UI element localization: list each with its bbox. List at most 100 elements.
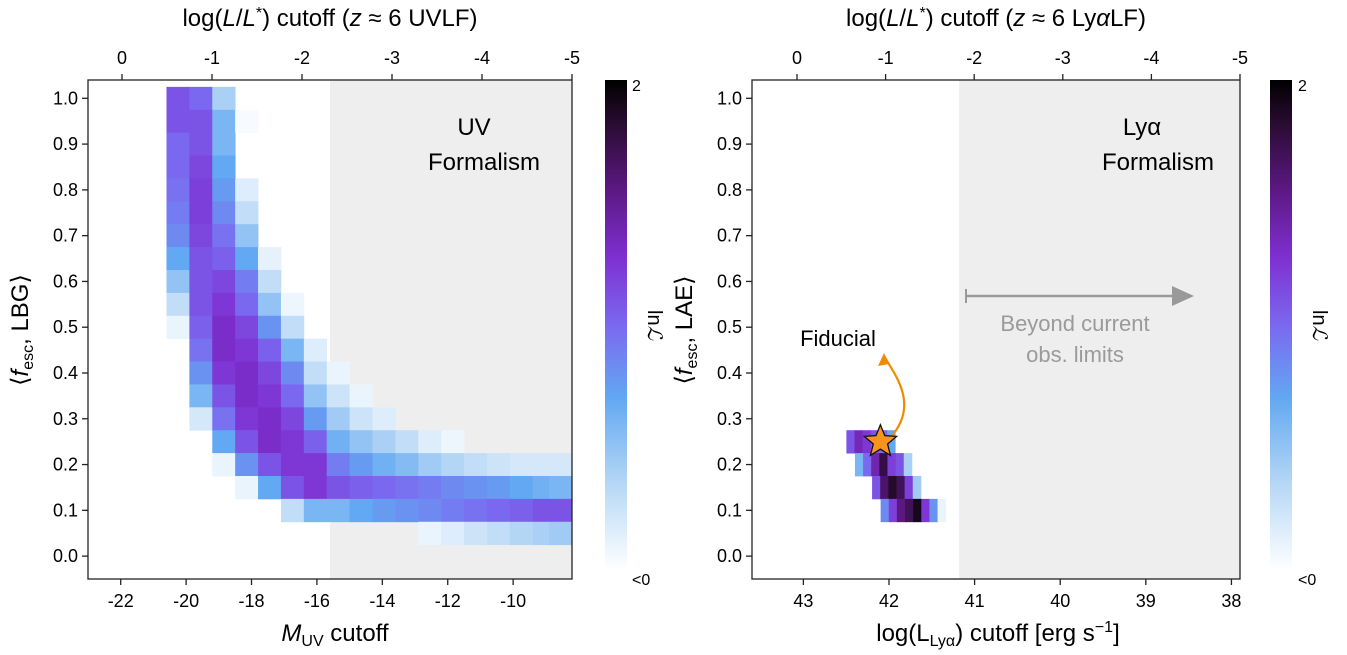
heatmap-cell	[509, 475, 534, 500]
heatmap-cell	[303, 338, 328, 362]
heatmap-cell	[258, 361, 282, 385]
heatmap-cell	[280, 407, 305, 431]
heatmap-cell	[189, 247, 213, 271]
heatmap-cell	[349, 384, 373, 408]
heatmap-cell	[212, 247, 236, 271]
right-top-tick-label: 0	[792, 48, 802, 68]
heatmap-cell	[303, 361, 328, 385]
heatmap-cell	[280, 498, 305, 523]
heatmap-cell	[871, 453, 880, 477]
right-annotation-line2: Formalism	[1102, 149, 1214, 176]
heatmap-cell	[212, 453, 236, 477]
right-x-tick-label: 42	[879, 591, 899, 611]
heatmap-cell	[189, 361, 213, 385]
left-top-tick-label: -4	[474, 48, 490, 68]
left-y-tick-label: 1.0	[53, 88, 78, 108]
heatmap-cell	[280, 475, 305, 500]
heatmap-cell	[235, 269, 259, 294]
heatmap-cell	[441, 475, 465, 500]
heatmap-cell	[235, 292, 259, 317]
left-annotation-line2: Formalism	[428, 149, 540, 176]
heatmap-cell	[258, 475, 282, 500]
heatmap-cell	[166, 292, 190, 317]
heatmap-cell	[549, 475, 573, 500]
heatmap-cell	[880, 498, 890, 523]
right-x-tick-label: 39	[1136, 591, 1156, 611]
heatmap-cell	[189, 315, 213, 340]
right-y-tick-label: 0.2	[717, 455, 742, 475]
heatmap-cell	[486, 453, 511, 477]
heatmap-cell	[235, 384, 259, 408]
heatmap-cell	[212, 292, 236, 317]
heatmap-cell	[441, 453, 465, 477]
heatmap-cell	[212, 201, 236, 225]
heatmap-cell	[166, 201, 190, 225]
left-x-axis-label: MUV cutoff	[281, 620, 389, 650]
heatmap-cell	[189, 178, 213, 202]
heatmap-cell	[235, 247, 259, 271]
heatmap-cell	[395, 453, 419, 477]
right-plot-frame	[751, 79, 1241, 580]
right-annotation-line1: Lyα	[1123, 114, 1161, 141]
heatmap-cell	[895, 453, 905, 477]
heatmap-cell	[280, 315, 305, 340]
right-y-tick-label: 0.7	[717, 226, 742, 246]
heatmap-cell	[212, 109, 236, 134]
heatmap-cell	[904, 475, 914, 500]
heatmap-cell	[326, 361, 351, 385]
heatmap-cell	[166, 247, 190, 271]
heatmap-cell	[212, 407, 236, 431]
right-y-tick-label: 0.9	[717, 134, 742, 154]
right-y-tick-label: 0.3	[717, 409, 742, 429]
heatmap-cell	[888, 475, 897, 500]
heatmap-cell	[418, 430, 442, 454]
heatmap-cell	[913, 498, 922, 523]
heatmap-cell	[280, 292, 305, 317]
heatmap-cell	[418, 475, 442, 500]
fiducial-label: Fiducial	[800, 326, 876, 351]
left-x-tick-label: -16	[304, 591, 330, 611]
heatmap-cell	[280, 430, 305, 454]
left-y-tick-label: 0.4	[53, 363, 78, 383]
right-colorbar-label: lnℒ	[1308, 310, 1332, 341]
heatmap-cell	[212, 361, 236, 385]
heatmap-cell	[887, 453, 897, 477]
left-annotation-line1: UV	[457, 114, 490, 141]
right-colorbar	[1270, 80, 1292, 570]
heatmap-cell	[326, 384, 351, 408]
heatmap-cell	[464, 475, 488, 500]
right-top-tick-label: -3	[1055, 48, 1071, 68]
heatmap-cell	[258, 384, 282, 408]
heatmap-cell	[937, 498, 947, 523]
heatmap-cell	[189, 292, 213, 317]
heatmap-cell	[326, 475, 351, 500]
right-y-tick-label: 1.0	[717, 88, 742, 108]
left-top-axis-label: log(L/L*) cutoff (z ≈ 6 UVLF)	[182, 5, 477, 33]
right-x-tick-label: 40	[1050, 591, 1070, 611]
right-y-tick-label: 0.6	[717, 271, 742, 291]
heatmap-cell	[280, 361, 305, 385]
heatmap-cell	[418, 498, 442, 523]
left-y-tick-label: 0.3	[53, 409, 78, 429]
heatmap-cell	[166, 178, 190, 202]
right-shaded-region	[959, 80, 1240, 579]
right-y-axis-label: ⟨fesc, LAE⟩	[671, 275, 701, 384]
heatmap-cell	[258, 292, 282, 317]
heatmap-cell	[549, 521, 573, 546]
heatmap-cell	[888, 498, 898, 523]
obs-limits-label-line2: obs. limits	[1026, 342, 1124, 367]
right-x-tick-label: 38	[1221, 591, 1241, 611]
heatmap-cell	[258, 453, 282, 477]
heatmap-cell	[280, 338, 305, 362]
left-x-tick-label: -20	[173, 591, 199, 611]
heatmap-cell	[235, 178, 259, 202]
heatmap-cell	[372, 475, 396, 500]
left-x-tick-label: -14	[369, 591, 395, 611]
heatmap-cell	[854, 430, 864, 454]
left-x-tick-label: -18	[239, 591, 265, 611]
heatmap-cell	[235, 109, 259, 134]
heatmap-cell	[280, 453, 305, 477]
heatmap-cell	[372, 430, 396, 454]
heatmap-cell	[862, 430, 872, 454]
